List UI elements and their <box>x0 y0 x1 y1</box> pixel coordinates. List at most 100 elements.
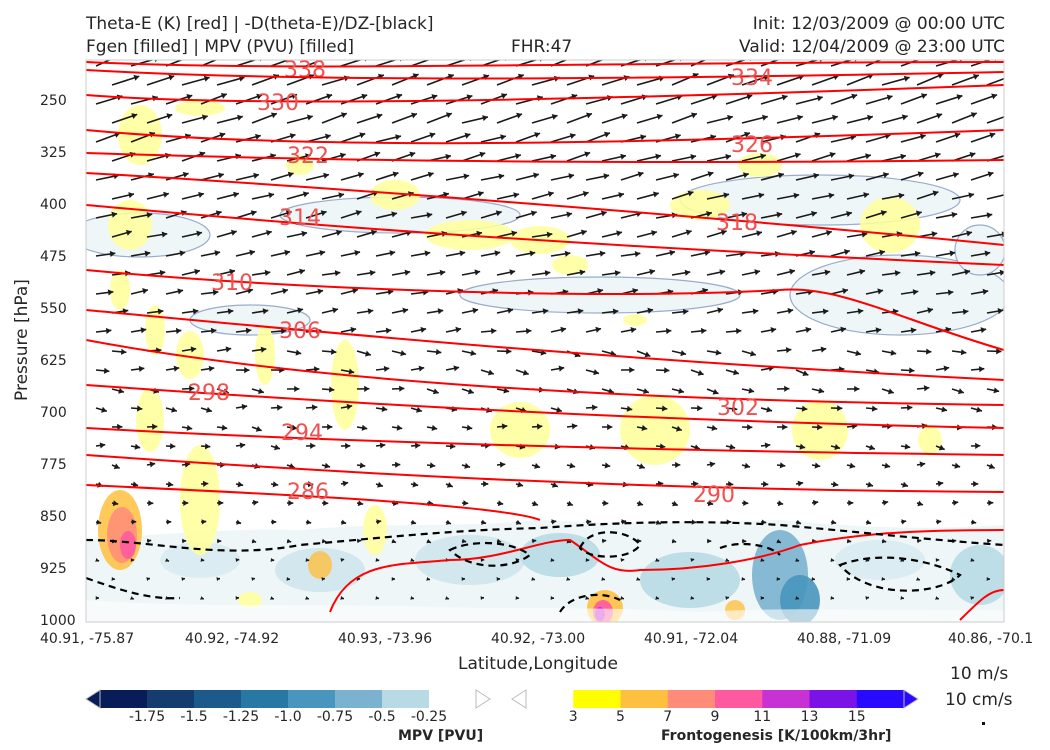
wind-arrow-head <box>146 538 152 544</box>
wind-arrow-head <box>599 250 606 257</box>
wind-arrow-head <box>334 270 341 277</box>
wind-arrow-head <box>289 133 296 140</box>
wind-arrow-head <box>982 288 989 295</box>
wind-arrow-head <box>680 350 687 357</box>
fgen-colorbar-tick: 7 <box>663 709 673 725</box>
wind-arrow-head <box>700 327 707 335</box>
wind-arrow-head <box>741 211 748 218</box>
wind-arrow-head <box>258 388 264 395</box>
wind-arrow-head <box>828 192 835 199</box>
wind-arrow-head <box>801 405 808 412</box>
wind-arrow-head <box>754 269 761 276</box>
wind-arrow-head <box>848 499 854 506</box>
wind-arrow-head <box>177 288 184 295</box>
wind-arrow-head <box>970 596 974 600</box>
mpv-contour <box>459 276 741 314</box>
wind-arrow-head <box>966 230 972 237</box>
theta-e-contour <box>86 339 1004 406</box>
wind-arrow-head <box>887 54 893 60</box>
wind-arrow-head <box>515 596 519 600</box>
wind-arrow-head <box>221 424 228 431</box>
wind-arrow-head <box>871 405 878 412</box>
wind-arrow-head <box>472 307 479 314</box>
wind-arrow-head <box>604 131 610 138</box>
wind-arrow-head <box>779 462 786 469</box>
wind-arrow-head <box>917 171 924 178</box>
wind-arrow-head <box>175 327 182 335</box>
wind-arrow-head <box>277 404 283 411</box>
wind-arrow-head <box>327 423 333 431</box>
wind-arrow-head <box>776 211 783 218</box>
wind-key-arrow-icon <box>982 722 985 725</box>
theta-e-label: 310 <box>211 271 253 296</box>
wind-arrow-head <box>321 538 327 544</box>
wind-arrow-head <box>268 192 275 199</box>
wind-arrow-head <box>117 423 123 430</box>
wind-arrow-head <box>935 557 940 563</box>
wind-arrow-head <box>357 172 364 178</box>
wind-arrow-head <box>795 596 799 600</box>
wind-arrow-head <box>534 462 540 469</box>
theta-e-label: 338 <box>284 58 326 83</box>
wind-arrow-head <box>993 387 1000 394</box>
wind-arrow-head <box>252 499 259 506</box>
wind-arrow-head <box>707 500 714 507</box>
y-tick-label: 625 <box>40 352 67 369</box>
wind-arrow-head <box>797 114 803 121</box>
wind-arrow-head <box>591 404 598 411</box>
wind-arrow-head <box>742 172 749 179</box>
wind-arrow-head <box>973 480 979 488</box>
wind-arrow-head <box>313 366 320 373</box>
wind-arrow-head <box>287 171 294 178</box>
wind-arrow-head <box>198 191 204 198</box>
theta-e-label: 334 <box>731 66 773 91</box>
wind-arrow-head <box>934 152 941 159</box>
wind-arrow-head <box>988 463 995 470</box>
wind-arrow-head <box>715 349 722 356</box>
wind-arrow-head <box>168 74 175 81</box>
wind-arrow-head <box>400 350 407 357</box>
wind-arrow-head <box>877 288 884 295</box>
wind-arrow-head <box>890 349 897 356</box>
wind-arrow-head <box>712 53 718 59</box>
wind-arrow-head <box>399 60 402 62</box>
wind-arrow-head <box>354 249 361 257</box>
wind-arrow-head <box>274 444 280 451</box>
wind-arrow-head <box>328 54 334 60</box>
theta-e-label: 302 <box>717 396 759 421</box>
wind-arrow-head <box>837 405 843 412</box>
fgen-fill <box>363 505 387 555</box>
wind-arrow-head <box>170 443 176 450</box>
wind-arrow-head <box>463 173 470 180</box>
wind-arrow-head <box>286 538 292 544</box>
mpv-colorbar-tick: -1.0 <box>274 709 302 725</box>
wind-arrow-head <box>517 73 524 80</box>
wind-arrow-head <box>431 424 438 431</box>
wind-arrow-head <box>201 114 208 121</box>
wind-arrow-head <box>539 60 542 62</box>
wind-arrow-head <box>404 269 411 276</box>
wind-arrow-head <box>435 348 442 356</box>
wind-arrow-head <box>725 558 730 562</box>
wind-arrow-head <box>501 423 508 430</box>
wind-arrow-head <box>220 93 227 99</box>
wind-arrow-head <box>674 133 681 140</box>
wind-arrow-head <box>603 173 610 180</box>
wind-arrow-head <box>149 461 156 468</box>
wind-arrow-head <box>107 289 114 296</box>
fgen-colorbar-tick: 15 <box>847 709 866 725</box>
wind-arrow-head <box>359 462 366 469</box>
wind-arrow-head <box>427 171 434 178</box>
wind-arrow-head <box>980 327 987 334</box>
wind-arrow-head <box>744 462 751 469</box>
wind-arrow-head <box>887 388 894 395</box>
wind-arrow-head <box>183 500 189 506</box>
theta-e-contour <box>86 84 1004 103</box>
wind-arrow-head <box>227 308 234 315</box>
wind-arrow-head <box>467 388 474 395</box>
wind-arrow-head <box>863 192 869 199</box>
theta-e-label: 330 <box>257 91 299 116</box>
wind-arrow-head <box>567 500 573 507</box>
wind-arrow-head <box>582 191 589 197</box>
wind-arrow-head <box>320 210 327 217</box>
